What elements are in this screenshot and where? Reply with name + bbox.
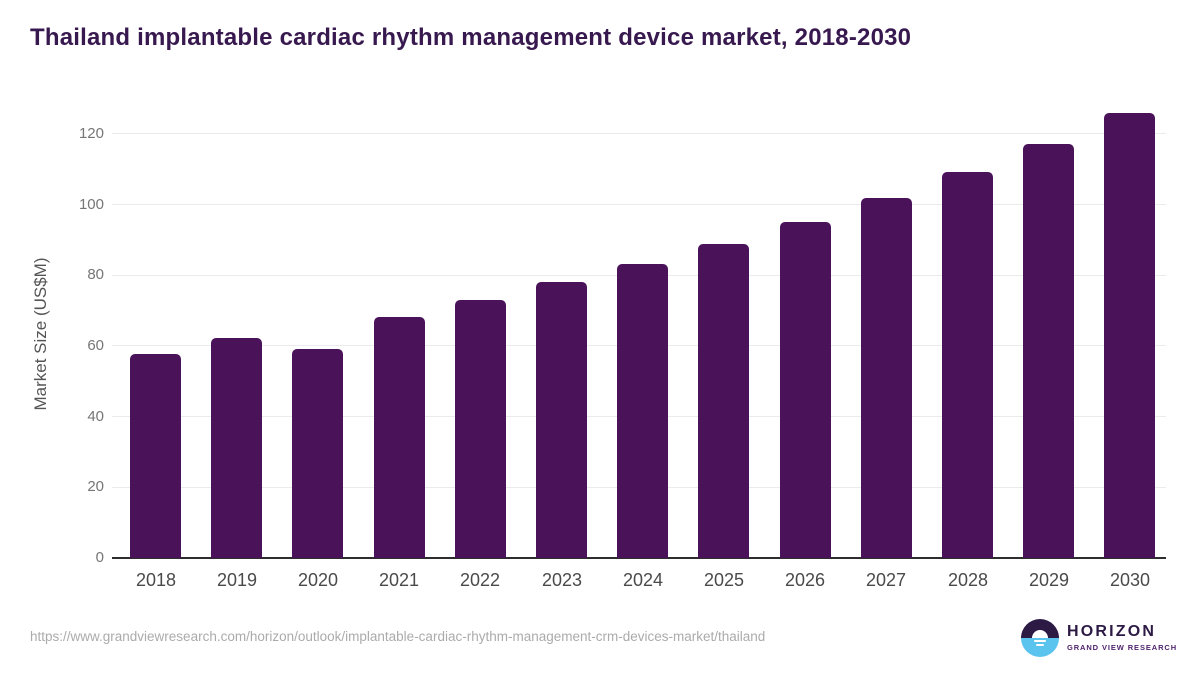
x-axis-line [112,557,1166,559]
bar-2028 [942,172,993,558]
bar-2024 [617,264,668,558]
bar-2021 [374,317,425,558]
gridline [112,204,1166,205]
source-url: https://www.grandviewresearch.com/horizo… [30,629,766,644]
bar-2025 [698,244,749,558]
y-tick-label: 80 [87,266,104,284]
y-tick-label: 120 [78,124,104,142]
horizon-logo: HORIZON GRAND VIEW RESEARCH [1021,619,1177,657]
y-tick-label: 0 [95,549,104,566]
x-tick-label: 2028 [947,570,989,590]
x-tick-label: 2022 [459,570,501,590]
y-tick-label: 100 [78,195,104,213]
bar-2020 [292,349,343,558]
sun-icon [1032,630,1048,638]
bar-2027 [861,198,912,558]
x-tick-label: 2029 [1028,570,1070,590]
wave-icon [1036,644,1044,646]
page-title: Thailand implantable cardiac rhythm mana… [30,24,912,51]
y-tick-label: 40 [87,407,104,425]
gridline [112,133,1166,135]
bar-2023 [536,282,587,558]
logo-wordmark: HORIZON [1067,623,1157,641]
y-tick-label: 60 [87,336,104,354]
sunrise-icon-sky [1021,619,1059,638]
x-tick-label: 2026 [784,570,826,590]
bar-2019 [211,338,262,558]
x-tick-label: 2023 [541,570,583,590]
bar-2030 [1104,113,1155,558]
wave-icon [1034,640,1046,642]
bar-2022 [455,300,506,558]
bar-2018 [130,354,181,558]
y-tick-label: 20 [87,478,104,496]
x-tick-label: 2018 [135,570,177,590]
sunrise-icon [1021,619,1059,657]
sunrise-icon-sea [1021,638,1059,657]
x-tick-label: 2019 [216,570,258,590]
x-tick-label: 2027 [865,570,907,590]
bar-2029 [1023,144,1074,558]
logo-text: HORIZON GRAND VIEW RESEARCH [1067,624,1177,652]
x-tick-label: 2024 [622,570,664,590]
logo-subtitle: GRAND VIEW RESEARCH [1067,643,1178,653]
x-tick-label: 2030 [1109,570,1151,590]
x-tick-label: 2020 [297,570,339,590]
x-tick-label: 2025 [703,570,745,590]
x-tick-label: 2021 [378,570,420,590]
bar-2026 [780,222,831,558]
